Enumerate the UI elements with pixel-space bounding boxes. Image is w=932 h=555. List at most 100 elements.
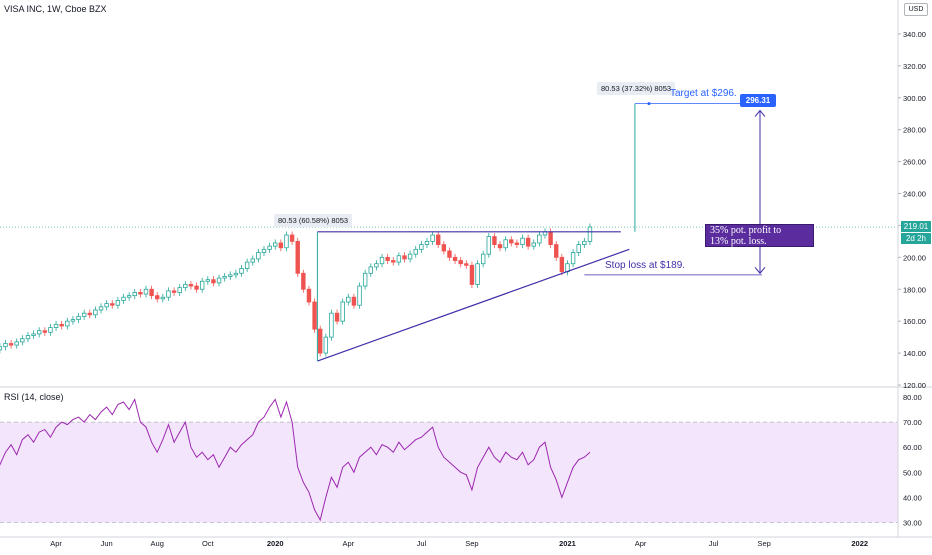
candle-body (480, 253, 486, 265)
candle-body (155, 295, 160, 300)
candle-body (312, 301, 317, 330)
candle-body (452, 256, 458, 261)
candle-body (14, 341, 19, 346)
last-price-tag: 219.01 (901, 221, 931, 232)
candle-body (284, 234, 289, 249)
candle-body (143, 288, 149, 295)
candle-body (149, 288, 154, 297)
candle-body (171, 290, 177, 293)
profit-line-2: 13% pot. loss. (710, 236, 767, 247)
time-tick-label: Jun (101, 539, 113, 548)
rsi-tick-label: 50.00 (903, 468, 922, 477)
candle-body (228, 274, 233, 277)
target-note: Target at $296. (670, 88, 737, 99)
candle-body (447, 250, 452, 258)
candle-body (295, 240, 300, 274)
time-tick-label: 2020 (267, 539, 284, 548)
price-tick-label: 340.00 (903, 30, 926, 39)
candle-body (199, 280, 205, 290)
candle-body (65, 320, 70, 327)
candle-body (430, 234, 435, 242)
candle-body (188, 284, 194, 287)
candle-body (497, 244, 503, 249)
candle-body (177, 287, 182, 293)
candle-body (362, 272, 368, 287)
rsi-line (0, 398, 591, 522)
candle-body (531, 242, 536, 247)
target-price-tag: 296.31 (740, 94, 776, 107)
candle-body (53, 323, 59, 328)
candle-body (570, 252, 576, 265)
candle-body (273, 242, 278, 247)
time-tick-label: 2022 (851, 539, 868, 548)
candle-body (20, 338, 25, 343)
candle-body (582, 240, 587, 245)
candle-body (31, 333, 36, 336)
candle-body (334, 312, 340, 322)
candle-body (222, 276, 227, 279)
candle-body (469, 264, 475, 285)
candle-body (402, 255, 407, 260)
candle-body (59, 323, 64, 327)
candle-body (424, 240, 430, 245)
symbol-title: VISA INC, 1W, Cboe BZX (4, 4, 107, 14)
candles (0, 223, 593, 357)
candle-body (509, 239, 514, 244)
time-tick-label: Apr (635, 539, 647, 548)
candle-body (87, 312, 92, 316)
rsi-tick-label: 40.00 (903, 493, 922, 502)
candle-body (548, 231, 553, 245)
candle-body (267, 245, 272, 250)
candle-body (385, 256, 390, 261)
rsi-pane (0, 398, 898, 523)
candle-body (317, 328, 323, 354)
candle-body (70, 319, 76, 322)
price-tick-label: 120.00 (903, 381, 926, 390)
candle-body (559, 256, 565, 273)
rsi-tick-label: 30.00 (903, 518, 922, 527)
candle-body (166, 290, 171, 298)
candle-body (244, 261, 250, 269)
candle-body (138, 292, 143, 295)
candle-body (3, 343, 8, 348)
candle-body (261, 248, 267, 253)
candle-body (374, 263, 379, 268)
stop-loss-note: Stop loss at $189. (605, 260, 686, 271)
time-tick-label: Sep (465, 539, 478, 548)
candle-body (183, 284, 188, 289)
candle-body (413, 248, 418, 255)
candle-body (340, 301, 345, 322)
candle-body (48, 327, 53, 333)
candle-body (379, 256, 385, 265)
price-tick-label: 240.00 (903, 190, 926, 199)
candle-body (81, 312, 87, 317)
rsi-tick-label: 70.00 (903, 418, 922, 427)
currency-button[interactable]: USD (904, 3, 928, 16)
candle-body (346, 296, 351, 303)
candle-body (211, 279, 216, 284)
candle-body (233, 272, 239, 276)
time-tick-label: Jul (709, 539, 719, 548)
measure-label-upper: 80.53 (37.32%) 8053 (597, 82, 676, 95)
rsi-indicator-title[interactable]: RSI (14, close) (4, 392, 64, 402)
candle-body (8, 343, 14, 346)
candle-body (110, 303, 115, 306)
candle-body (278, 242, 284, 249)
candle-body (98, 306, 104, 311)
rsi-tick-label: 60.00 (903, 443, 922, 452)
candle-body (239, 268, 244, 274)
candle-body (357, 285, 362, 306)
profit-line-1: 35% pot. profit to (710, 225, 782, 236)
price-tick-label: 140.00 (903, 349, 926, 358)
price-tick-label: 280.00 (903, 126, 926, 135)
candle-body (475, 263, 480, 285)
candle-body (419, 244, 424, 250)
candle-body (0, 346, 3, 351)
price-tick-label: 320.00 (903, 62, 926, 71)
candle-body (132, 292, 137, 297)
countdown-tag: 2d 2h (901, 233, 931, 244)
candle-body (492, 236, 497, 245)
candle-body (289, 234, 295, 242)
candle-body (93, 309, 98, 316)
